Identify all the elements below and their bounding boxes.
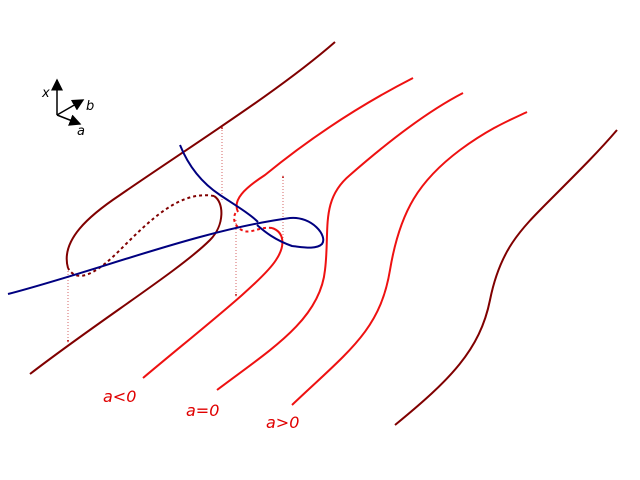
- b-label: b: [86, 99, 94, 114]
- unstable-branch: [67, 194, 215, 277]
- jump-guides: [66, 126, 285, 343]
- a-arrow: [56, 114, 82, 126]
- slice-curve: [394, 129, 618, 426]
- slice-label: a=0: [186, 401, 219, 420]
- a-label: a: [77, 124, 85, 139]
- axis-icon: x b a: [41, 78, 94, 139]
- stable-branch: [29, 195, 223, 375]
- slice-curve: [291, 111, 528, 406]
- stable-branch: [65, 41, 336, 269]
- stable-branch: [235, 77, 414, 213]
- slice-curve: [142, 77, 414, 379]
- slice-curve: [29, 41, 336, 375]
- slice-curve: [216, 92, 464, 391]
- stable-branch: [142, 227, 284, 379]
- slice-label: a>0: [266, 413, 299, 432]
- b-arrow: [56, 99, 85, 116]
- x-label: x: [41, 86, 50, 101]
- unstable-branch: [233, 209, 273, 233]
- slice-label: a<0: [103, 387, 136, 406]
- fold-curve: [7, 216, 325, 295]
- fold-curve: [179, 144, 259, 223]
